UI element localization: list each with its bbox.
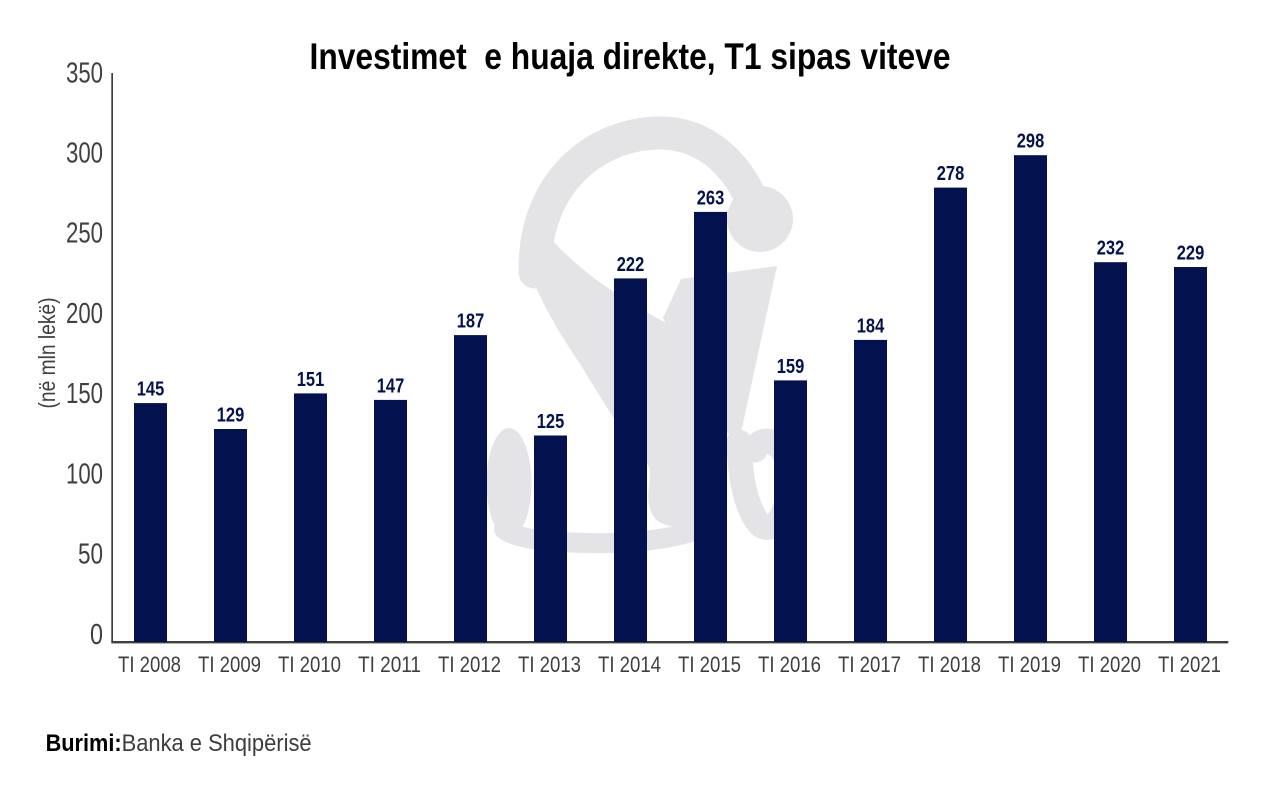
svg-text:298: 298 <box>1017 131 1045 153</box>
svg-text:TI 2015: TI 2015 <box>678 652 741 677</box>
svg-text:222: 222 <box>617 254 645 276</box>
svg-text:232: 232 <box>1097 238 1125 260</box>
svg-text:TI 2011: TI 2011 <box>358 652 421 677</box>
svg-text:0: 0 <box>90 619 103 651</box>
svg-text:184: 184 <box>857 315 885 337</box>
svg-text:Banka e Shqipërisë: Banka e Shqipërisë <box>122 730 312 757</box>
svg-text:(në mln lekë): (në mln lekë) <box>34 298 60 409</box>
svg-text:TI 2020: TI 2020 <box>1078 652 1141 677</box>
svg-text:187: 187 <box>457 311 485 333</box>
svg-text:100: 100 <box>66 458 103 490</box>
svg-text:TI 2009: TI 2009 <box>198 652 261 677</box>
svg-text:278: 278 <box>937 163 965 185</box>
svg-text:TI 2018: TI 2018 <box>918 652 981 677</box>
svg-text:147: 147 <box>377 375 405 397</box>
svg-text:151: 151 <box>297 369 325 391</box>
svg-text:150: 150 <box>66 378 103 410</box>
svg-text:TI 2012: TI 2012 <box>438 652 501 677</box>
svg-text:350: 350 <box>66 57 103 89</box>
svg-text:TI 2017: TI 2017 <box>838 652 901 677</box>
svg-text:145: 145 <box>137 379 165 401</box>
svg-text:200: 200 <box>66 298 103 330</box>
svg-text:263: 263 <box>697 187 725 209</box>
svg-text:159: 159 <box>777 356 805 378</box>
svg-text:TI 2008: TI 2008 <box>118 652 181 677</box>
svg-text:TI 2021: TI 2021 <box>1158 652 1221 677</box>
svg-text:300: 300 <box>66 138 103 170</box>
svg-text:TI 2013: TI 2013 <box>518 652 581 677</box>
svg-text:TI 2019: TI 2019 <box>998 652 1061 677</box>
svg-text:Investimet e huaja direkte, T: Investimet e huaja direkte, T1 sipas vit… <box>310 36 951 77</box>
svg-text:250: 250 <box>66 218 103 250</box>
svg-text:TI 2016: TI 2016 <box>758 652 821 677</box>
svg-text:125: 125 <box>537 411 565 433</box>
svg-text:TI 2010: TI 2010 <box>278 652 341 677</box>
svg-text:TI 2014: TI 2014 <box>598 652 661 677</box>
svg-text:50: 50 <box>78 539 103 571</box>
svg-text:229: 229 <box>1177 243 1205 265</box>
svg-text:129: 129 <box>217 405 245 427</box>
svg-text:Burimi:: Burimi: <box>46 730 122 757</box>
